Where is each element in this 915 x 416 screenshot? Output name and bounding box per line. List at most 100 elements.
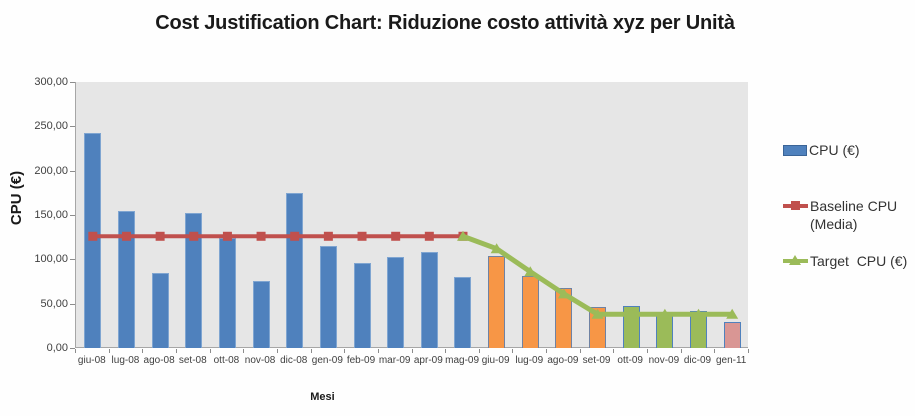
x-tick-mark	[613, 349, 615, 353]
triangle-marker-icon	[490, 243, 503, 254]
x-tick-mark	[411, 349, 413, 353]
y-tick-mark	[70, 303, 75, 305]
triangle-marker-icon	[658, 308, 671, 319]
x-tick-label: apr-09	[413, 355, 443, 366]
x-axis-tick-labels: giu-08 lug-08 ago-08 set-08 ott-08 nov-08 dic-…	[75, 355, 748, 371]
x-tick-label: mar-09	[378, 355, 411, 366]
y-axis-tick-labels: 300,00 250,00 200,00 150,00 100,00 50,00 0,00	[0, 76, 68, 354]
baseline-line-swatch	[783, 201, 808, 210]
x-tick-mark	[344, 349, 346, 353]
x-tick-mark	[175, 349, 177, 353]
x-tick-label: ago-09	[547, 355, 579, 366]
triangle-marker-icon	[456, 230, 469, 241]
bar-giu-09	[488, 255, 506, 348]
triangle-marker-icon	[625, 308, 638, 319]
y-tick-label: 50,00	[40, 297, 68, 310]
x-tick-label: feb-09	[346, 355, 376, 366]
x-tick-label: nov-08	[244, 355, 276, 366]
square-marker-icon	[88, 231, 98, 241]
bar-feb-09	[353, 262, 371, 348]
triangle-marker-icon	[557, 288, 570, 299]
y-tick-label: 300,00	[34, 76, 68, 88]
square-marker-icon	[290, 231, 300, 241]
y-tick-label: 0,00	[46, 342, 68, 354]
bar-dic-08	[286, 192, 304, 348]
square-marker-icon	[121, 231, 131, 241]
x-tick-mark	[579, 349, 581, 353]
x-tick-label: set-09	[582, 355, 611, 366]
line-series-layer	[88, 230, 739, 319]
legend-item-target: Target CPU (€)	[783, 252, 907, 270]
square-marker-icon	[189, 231, 199, 241]
target-cpu-line	[462, 233, 733, 317]
triangle-marker-icon	[591, 308, 604, 319]
bar-lug-09	[521, 276, 539, 348]
x-tick-label: gen-11	[715, 355, 747, 366]
y-tick-mark	[70, 259, 75, 261]
x-tick-label: giu-09	[481, 355, 510, 366]
x-tick-label: nov-09	[648, 355, 680, 366]
y-tick-mark	[70, 170, 75, 172]
x-tick-mark	[243, 349, 245, 353]
x-tick-label: dic-08	[280, 355, 308, 366]
x-tick-mark	[647, 349, 649, 353]
x-tick-label: mag-09	[445, 355, 480, 366]
x-tick-mark	[478, 349, 480, 353]
square-marker-icon	[391, 231, 401, 241]
legend-label-baseline: Baseline CPU (Media)	[810, 198, 898, 232]
square-marker-icon	[256, 231, 266, 241]
x-tick-mark	[546, 349, 548, 353]
bar-gen-11	[723, 322, 741, 348]
legend-label-cpu: CPU (€)	[809, 142, 860, 158]
triangle-marker-icon	[789, 255, 801, 265]
bar-mar-09	[387, 256, 405, 348]
y-tick-label: 100,00	[34, 253, 68, 266]
bar-ago-08	[151, 272, 169, 348]
bar-gen-09	[319, 246, 337, 348]
square-marker-icon	[357, 231, 367, 241]
y-tick-mark	[70, 82, 75, 83]
bar-nov-08	[252, 280, 270, 348]
plot-area	[75, 82, 748, 348]
x-tick-label: ott-09	[617, 355, 643, 366]
x-tick-label: lug-09	[515, 355, 544, 366]
x-tick-mark	[108, 349, 110, 353]
square-marker-icon	[323, 231, 333, 241]
x-axis-title: Mesi	[310, 391, 335, 403]
x-tick-mark	[276, 349, 278, 353]
x-tick-mark	[512, 349, 514, 353]
x-tick-mark	[75, 349, 76, 353]
bar-apr-09	[420, 252, 438, 348]
bar-mag-09	[454, 277, 472, 348]
x-tick-label: dic-09	[683, 355, 712, 366]
chart-title: Cost Justification Chart: Riduzione cost…	[155, 12, 735, 34]
x-tick-label: ott-08	[213, 355, 240, 366]
square-marker-icon	[791, 201, 800, 210]
bar-set-08	[185, 213, 203, 348]
triangle-marker-icon	[524, 266, 537, 277]
square-marker-icon	[424, 231, 434, 241]
triangle-marker-icon	[692, 308, 705, 319]
x-tick-mark	[377, 349, 379, 353]
x-tick-label: set-08	[178, 355, 207, 366]
x-tick-mark	[209, 349, 211, 353]
x-tick-label: giu-08	[77, 355, 106, 366]
y-tick-label: 150,00	[34, 209, 68, 221]
triangle-marker-icon	[726, 308, 739, 319]
x-tick-label: gen-09	[311, 355, 343, 366]
square-marker-icon	[155, 231, 165, 241]
x-tick-mark	[714, 349, 716, 353]
x-tick-label: ago-08	[143, 355, 175, 366]
y-tick-label: 250,00	[34, 120, 68, 133]
y-tick-mark	[70, 215, 75, 216]
bar-lug-08	[117, 210, 135, 348]
legend-label-target: Target CPU (€)	[810, 253, 908, 269]
x-tick-label: lug-08	[111, 355, 140, 366]
y-tick-mark	[70, 126, 75, 128]
cpu-bar-swatch	[783, 145, 807, 156]
x-tick-mark	[748, 349, 749, 353]
legend-item-baseline: Baseline CPU (Media)	[783, 197, 897, 233]
y-tick-label: 200,00	[34, 164, 68, 177]
x-tick-mark	[310, 349, 312, 353]
